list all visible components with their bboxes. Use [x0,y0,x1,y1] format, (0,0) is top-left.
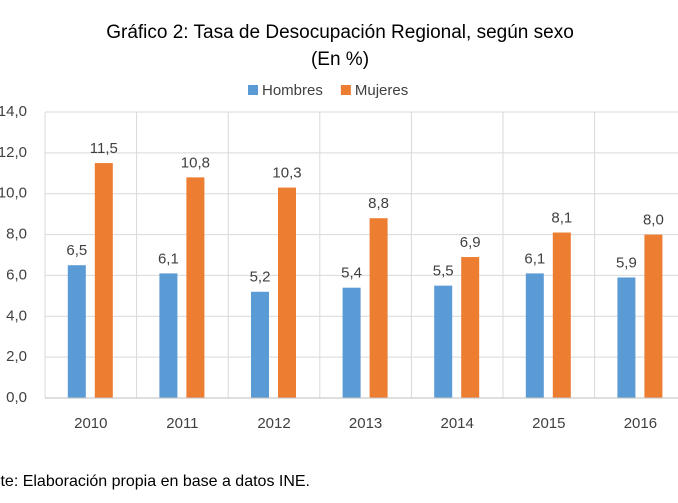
data-label: 5,5 [433,263,454,280]
bar [186,177,205,398]
data-label: 10,8 [181,154,210,171]
bar [159,273,178,398]
data-label: 5,9 [616,254,637,271]
data-label: 8,0 [643,212,664,229]
legend-label: Mujeres [355,82,408,99]
bar [251,291,269,398]
bar [67,265,86,398]
legend-label: Hombres [262,82,323,99]
x-tick-label: 2010 [74,415,107,432]
bar [552,232,571,398]
y-tick-label: 4,0 [6,307,27,324]
data-label: 5,2 [250,269,271,286]
data-label: 6,1 [158,250,179,267]
data-label: 8,8 [368,195,389,212]
bar [342,287,361,398]
y-tick-label: 2,0 [6,348,27,365]
y-tick-label: 0,0 [6,389,27,406]
y-tick-label: 12,0 [0,144,27,161]
bar [278,187,296,398]
data-label: 8,1 [551,209,572,226]
x-tick-label: 2015 [532,415,565,432]
data-label: 6,5 [66,242,87,259]
x-tick-label: 2014 [441,415,474,432]
bar [94,163,113,398]
bar [434,285,453,398]
x-tick-label: 2011 [166,415,198,432]
y-tick-label: 10,0 [0,185,27,202]
chart-subtitle: (En %) [311,49,369,70]
data-label: 11,5 [90,140,118,157]
footnote: Fuente: Elaboración propia en base a dat… [0,473,310,490]
x-tick-label: 2013 [349,415,382,432]
bar [525,273,544,398]
data-label: 10,3 [272,165,301,182]
y-tick-label: 8,0 [6,226,27,243]
legend-swatch [340,85,351,95]
data-label: 6,9 [460,234,481,251]
x-tick-label: 2016 [624,415,657,432]
data-label: 6,1 [524,250,545,267]
bar [617,277,636,398]
bar [461,257,480,398]
bar [644,234,663,398]
y-tick-label: 14,0 [0,103,27,120]
legend-swatch [248,85,258,95]
y-tick-label: 6,0 [6,266,27,283]
x-tick-label: 2012 [257,415,290,432]
data-label: 5,4 [341,265,362,282]
bar [369,218,388,398]
chart-title: Gráfico 2: Tasa de Desocupación Regional… [106,22,574,43]
